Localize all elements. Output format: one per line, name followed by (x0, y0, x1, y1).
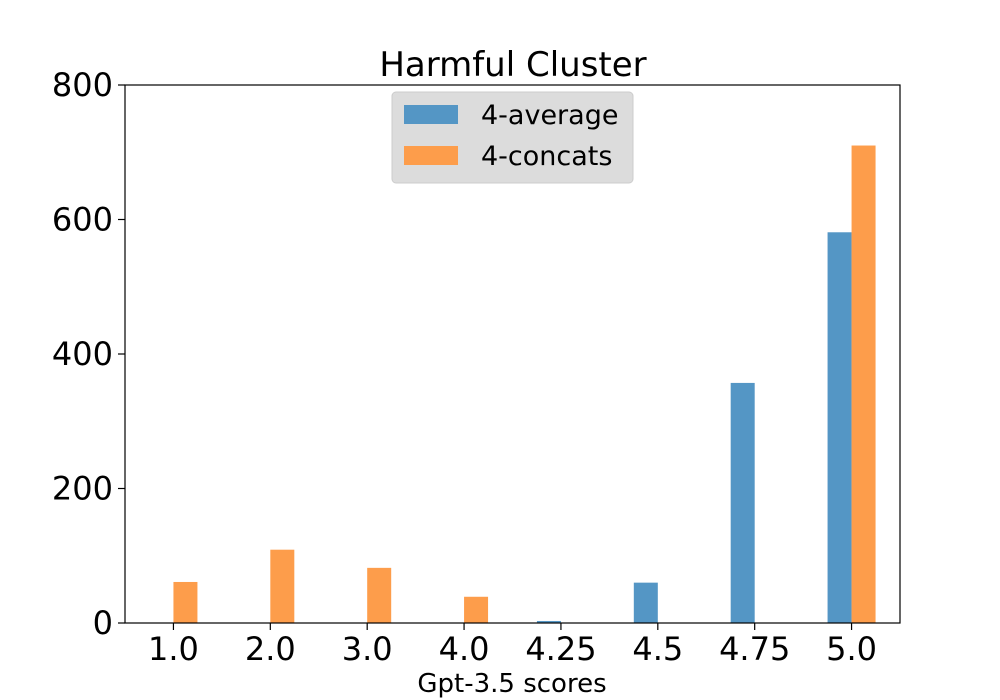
bar-4-average-4.75 (730, 382, 755, 623)
bar-4-average-4.25 (536, 620, 561, 623)
legend-label-4-average: 4-average (481, 100, 618, 131)
x-tick-label: 1.0 (148, 630, 199, 668)
x-tick-label: 3.0 (342, 630, 393, 668)
x-tick-label: 4.75 (719, 630, 790, 668)
bar-4-concats-1.0 (173, 581, 198, 623)
x-axis-label: Gpt-3.5 scores (417, 669, 606, 699)
y-tick-label: 600 (52, 201, 113, 239)
bar-4-concats-4.0 (464, 596, 489, 623)
bar-4-average-5.0 (827, 232, 852, 623)
x-tick-label: 2.0 (245, 630, 296, 668)
bars-group (173, 145, 876, 623)
legend-label-4-concats: 4-concats (481, 141, 612, 172)
bar-4-concats-5.0 (851, 145, 876, 623)
x-tick-label: 5.0 (826, 630, 877, 668)
y-tick-label: 400 (52, 335, 113, 373)
legend: 4-average 4-concats (391, 91, 634, 184)
x-tick-label: 4.5 (632, 630, 683, 668)
legend-swatch-4-average (404, 105, 458, 124)
y-axis: 0 200 400 600 800 (52, 66, 125, 642)
x-tick-label: 4.0 (439, 630, 490, 668)
chart-title: Harmful Cluster (379, 45, 646, 85)
bar-4-concats-2.0 (270, 549, 295, 623)
y-tick-label: 800 (52, 66, 113, 104)
x-axis: 1.0 2.0 3.0 4.0 4.25 4.5 4.75 5.0 (148, 623, 877, 668)
x-tick-label: 4.25 (525, 630, 596, 668)
y-tick-label: 0 (93, 604, 113, 642)
y-tick-label: 200 (52, 470, 113, 508)
bar-4-average-4.5 (633, 582, 658, 623)
bar-4-concats-3.0 (367, 567, 392, 623)
legend-swatch-4-concats (404, 146, 458, 165)
